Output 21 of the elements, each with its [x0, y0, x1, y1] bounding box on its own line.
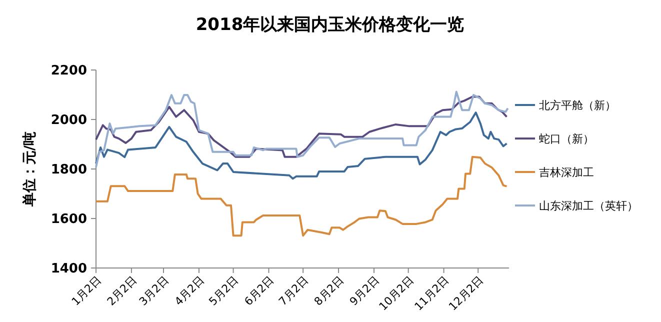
y-axis-title: 单位：元/吨 — [22, 131, 38, 208]
legend-label: 山东深加工（英轩） — [539, 199, 638, 212]
legend-label: 北方平舱（新） — [539, 98, 616, 112]
y-tick-label: 1800 — [50, 162, 87, 178]
x-tick-label: 6月2日 — [242, 274, 277, 308]
x-tick-label: 7月2日 — [276, 274, 311, 308]
x-tick-label: 5月2日 — [206, 274, 242, 308]
line-series — [95, 90, 509, 168]
y-tick-label: 1600 — [50, 212, 87, 228]
x-tick-label: 3月2日 — [136, 274, 172, 308]
line-series — [95, 96, 508, 158]
y-tick-label: 2200 — [50, 64, 87, 79]
y-tick-label: 2000 — [50, 113, 87, 128]
x-tick-label: 8月2日 — [312, 274, 346, 308]
line-series — [95, 156, 508, 237]
legend-label: 吉林深加工 — [539, 166, 594, 179]
legend-label: 蛇口（新） — [539, 132, 594, 146]
chart-title: 2018年以来国内玉米价格变化一览 — [196, 15, 464, 35]
x-tick-label: 2月2日 — [104, 274, 140, 308]
line-series — [95, 112, 508, 180]
x-tick-label: 4月2日 — [172, 274, 207, 308]
